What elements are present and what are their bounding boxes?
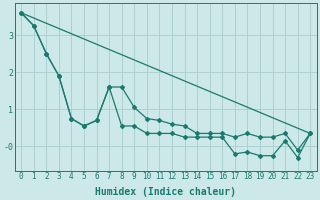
X-axis label: Humidex (Indice chaleur): Humidex (Indice chaleur): [95, 186, 236, 197]
